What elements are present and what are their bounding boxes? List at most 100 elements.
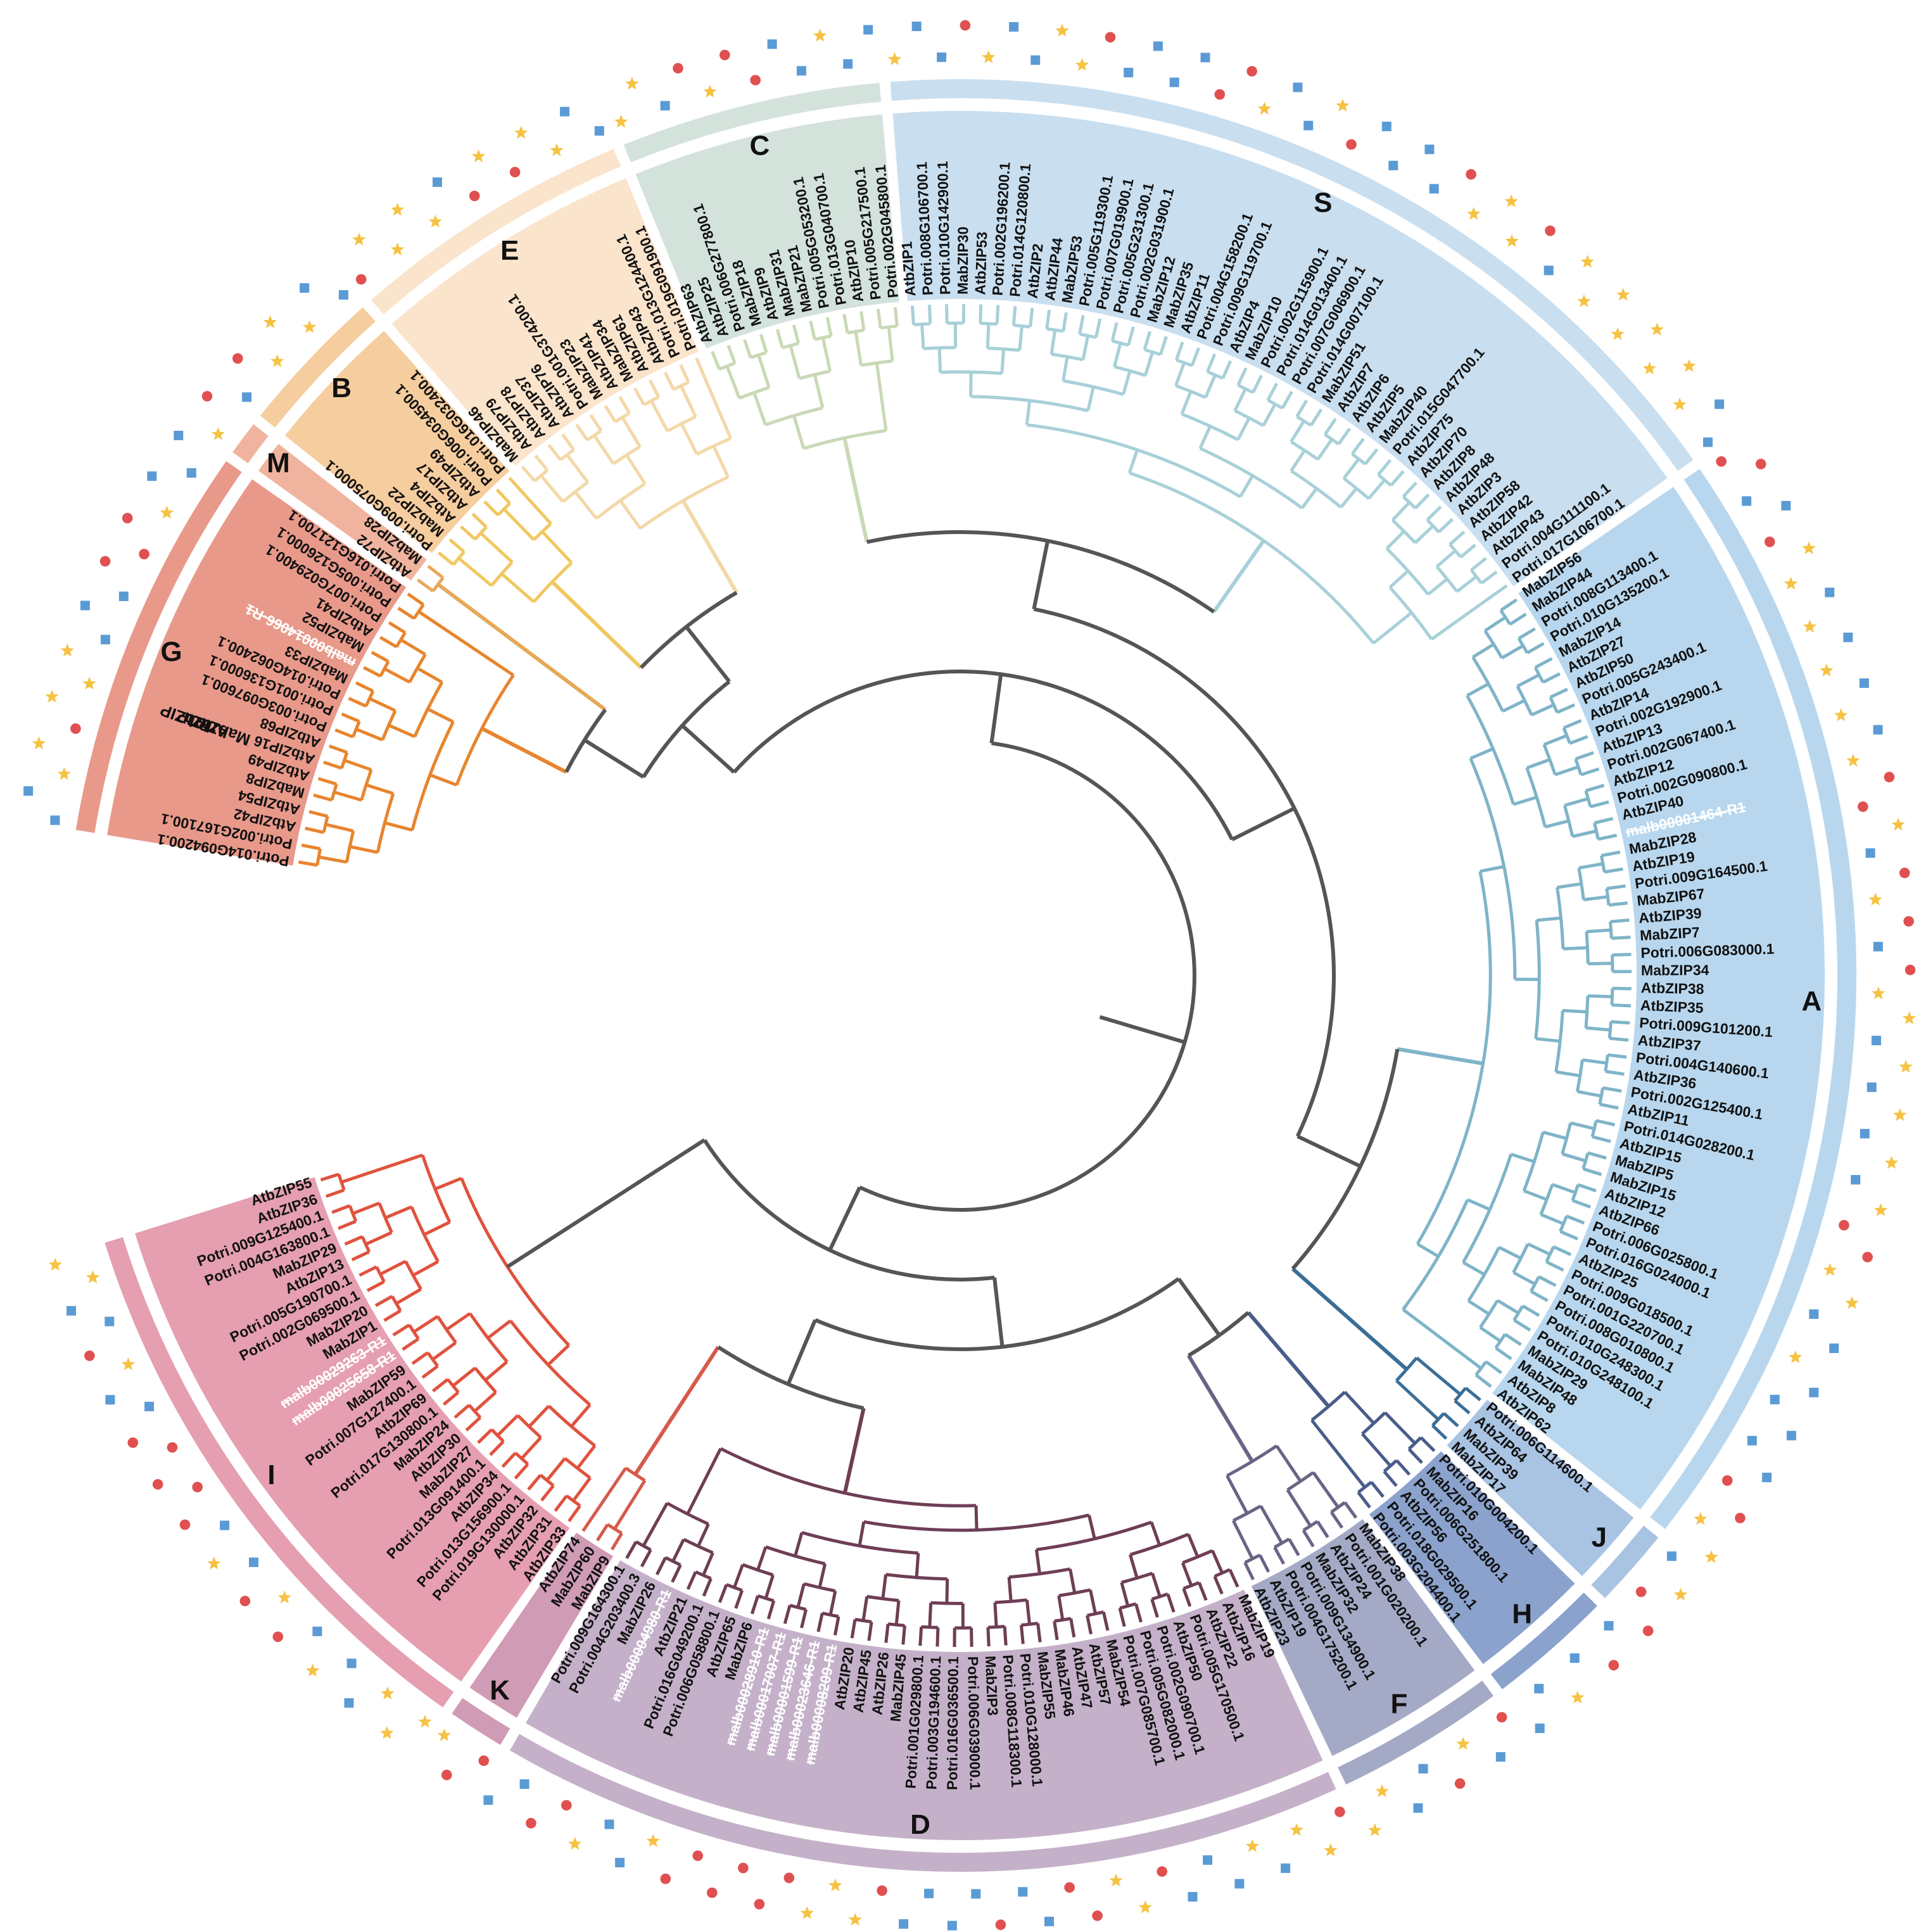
marker-mabzip xyxy=(526,1817,536,1829)
branch xyxy=(1342,458,1360,480)
marker-mabzip xyxy=(960,20,971,31)
backbone-branch xyxy=(481,727,567,774)
marker-mabzip xyxy=(1466,169,1476,180)
marker-ptbzip xyxy=(105,1316,115,1326)
branch xyxy=(679,364,690,383)
branch xyxy=(796,1583,806,1608)
marker-atbzip xyxy=(1075,58,1089,71)
branch xyxy=(1357,1480,1373,1494)
group-letter-S: S xyxy=(1314,187,1332,219)
branch xyxy=(1521,1304,1540,1317)
branch xyxy=(545,1457,566,1482)
branch xyxy=(1509,613,1527,626)
branch xyxy=(816,1613,824,1632)
group-ring-G xyxy=(75,461,242,833)
branch xyxy=(434,1176,462,1191)
branch xyxy=(1559,1230,1578,1241)
branch xyxy=(1480,570,1498,585)
branch xyxy=(416,666,443,684)
branch xyxy=(1561,1122,1573,1155)
branch xyxy=(1364,448,1379,466)
group-ring-H xyxy=(1490,1592,1597,1689)
branch xyxy=(1057,1595,1065,1620)
branch xyxy=(1068,1568,1077,1594)
branch xyxy=(712,445,730,478)
marker-ptbzip xyxy=(1860,1129,1870,1139)
branch xyxy=(1414,524,1435,544)
backbone-branch xyxy=(550,580,643,670)
marker-atbzip xyxy=(614,115,628,128)
backbone-branch xyxy=(436,583,607,711)
marker-atbzip xyxy=(1803,620,1817,633)
marker-ptbzip xyxy=(911,22,922,32)
marker-ptbzip xyxy=(1742,496,1752,506)
marker-atbzip xyxy=(390,242,405,256)
branch xyxy=(640,1549,652,1568)
branch xyxy=(1504,1333,1522,1346)
marker-mabzip xyxy=(1884,772,1895,782)
branch xyxy=(1058,1588,1091,1598)
branch xyxy=(1462,1261,1485,1276)
branch xyxy=(495,488,511,505)
branch xyxy=(301,843,321,851)
group-ring-A xyxy=(1650,469,1857,1529)
branch xyxy=(352,1201,380,1216)
branch xyxy=(1549,687,1568,699)
branch xyxy=(575,423,589,442)
marker-atbzip xyxy=(1893,1108,1907,1121)
branch xyxy=(686,1447,723,1515)
branch xyxy=(1025,1599,1031,1625)
marker-atbzip xyxy=(121,1357,136,1371)
marker-ptbzip xyxy=(105,1395,115,1405)
branch xyxy=(1343,1390,1375,1425)
branch xyxy=(1464,1387,1481,1402)
branch xyxy=(1431,1412,1445,1427)
marker-mabzip xyxy=(877,1885,887,1896)
marker-ptbzip xyxy=(1234,1879,1245,1889)
branch xyxy=(1604,867,1623,874)
branch xyxy=(1323,417,1337,436)
branch xyxy=(1181,1562,1193,1587)
branch xyxy=(1266,383,1279,401)
branch xyxy=(1312,1471,1340,1508)
marker-ptbzip xyxy=(1851,1174,1861,1185)
marker-atbzip xyxy=(1899,1060,1913,1073)
marker-mabzip xyxy=(1858,801,1868,812)
marker-atbzip xyxy=(982,50,996,63)
marker-ptbzip xyxy=(519,1779,529,1789)
branch xyxy=(610,1532,623,1551)
branch xyxy=(711,350,721,370)
backbone-branch xyxy=(842,437,869,543)
branch xyxy=(1118,1608,1126,1627)
branch xyxy=(305,827,324,834)
group-sector-B xyxy=(284,331,510,553)
marker-mabzip xyxy=(1335,1807,1345,1817)
marker-atbzip xyxy=(48,1257,62,1271)
group-sector-I xyxy=(135,1177,570,1682)
marker-ptbzip xyxy=(100,635,110,645)
branch xyxy=(1575,1059,1584,1092)
branch xyxy=(1501,644,1524,659)
branch xyxy=(1585,1026,1611,1032)
branch xyxy=(1585,784,1605,792)
branch xyxy=(1516,673,1540,688)
branch xyxy=(1049,329,1057,355)
marker-atbzip xyxy=(703,84,717,98)
marker-mabzip xyxy=(1496,1712,1507,1723)
marker-atbzip xyxy=(270,354,284,367)
branch xyxy=(1296,415,1312,427)
branch xyxy=(1556,703,1576,714)
marker-atbzip xyxy=(1467,207,1481,220)
branch xyxy=(1575,751,1594,761)
marker-ptbzip xyxy=(924,1888,934,1898)
branch xyxy=(775,329,784,348)
marker-atbzip xyxy=(1846,753,1860,767)
branch xyxy=(516,1414,542,1439)
marker-mabzip xyxy=(1862,1252,1873,1262)
group-sector-C xyxy=(635,114,899,349)
branch xyxy=(1180,390,1193,415)
branch xyxy=(1233,388,1247,412)
branch xyxy=(328,744,348,754)
branch xyxy=(859,311,866,331)
branch xyxy=(355,727,383,742)
